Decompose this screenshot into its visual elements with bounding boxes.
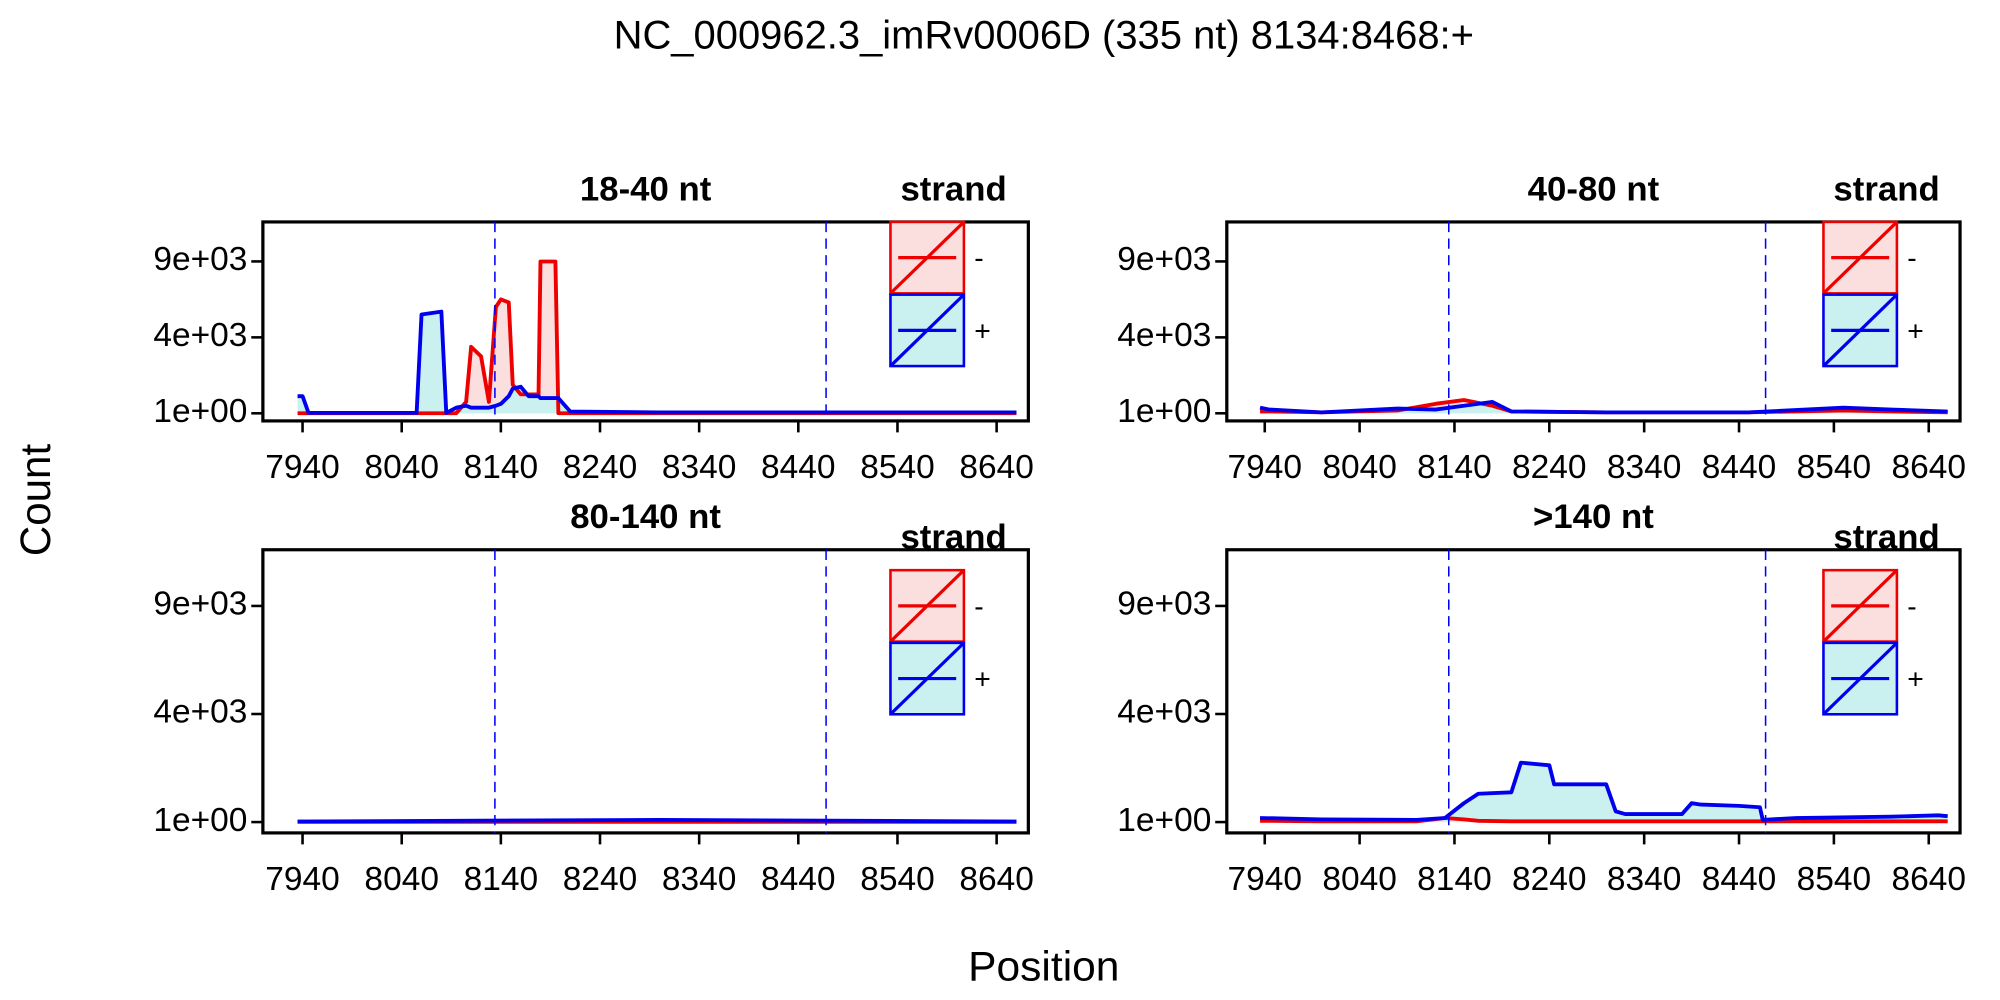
legend-label: - (974, 590, 983, 622)
plot-area (1259, 398, 1948, 415)
x-tick-label: 8440 (1702, 449, 1777, 486)
x-tick-label: 7940 (1227, 861, 1302, 898)
legend-title: strand (900, 519, 1006, 557)
plot-area (297, 817, 1017, 824)
area-fill (297, 311, 1017, 414)
x-tick-label: 8340 (1607, 861, 1682, 898)
y-tick-label: 9e+03 (1117, 586, 1211, 623)
panel-title: 40-80 nt (1528, 171, 1660, 209)
x-tick-label: 8340 (662, 449, 737, 486)
x-tick-label: 8040 (1322, 861, 1397, 898)
y-tick-label: 9e+03 (1117, 241, 1211, 278)
legend-label: + (1907, 663, 1924, 695)
x-tick-label: 7940 (1227, 449, 1302, 486)
x-tick-label: 8040 (1322, 449, 1397, 486)
plot-area (297, 259, 1017, 416)
legend-title: strand (900, 171, 1006, 209)
plot-area (1260, 760, 1948, 824)
legend-label: - (1907, 590, 1916, 622)
y-tick-label: 4e+03 (1117, 317, 1211, 354)
x-tick-label: 8540 (1797, 449, 1872, 486)
x-tick-label: 8540 (860, 449, 935, 486)
x-tick-label: 8140 (464, 449, 539, 486)
x-tick-label: 8140 (1417, 861, 1492, 898)
x-tick-label: 8340 (1607, 449, 1682, 486)
y-tick-label: 9e+03 (153, 241, 247, 278)
x-tick-label: 8640 (959, 861, 1034, 898)
figure-title: NC_000962.3_imRv0006D (335 nt) 8134:8468… (614, 14, 1474, 58)
x-tick-label: 8240 (563, 861, 638, 898)
x-tick-label: 8440 (761, 861, 836, 898)
legend-title: strand (1833, 171, 1939, 209)
area-fill (1260, 762, 1948, 823)
area-line (1260, 816, 1948, 824)
area-line (1259, 400, 1948, 415)
legend-label: + (974, 314, 991, 346)
x-tick-label: 8240 (563, 449, 638, 486)
legend-label: - (1907, 242, 1916, 274)
y-tick-label: 4e+03 (153, 694, 247, 731)
x-tick-label: 8640 (1891, 861, 1966, 898)
x-tick-label: 8240 (1512, 449, 1587, 486)
panel-title: >140 nt (1533, 498, 1654, 536)
panel: 1e+00 4e+03 9e+03 7940 8040 8140 8240 8340 8440 8… (153, 171, 1034, 487)
legend-label: - (974, 242, 983, 274)
x-tick-label: 7940 (265, 861, 340, 898)
x-tick-label: 8540 (1797, 861, 1872, 898)
x-tick-label: 8040 (364, 861, 439, 898)
x-tick-label: 8540 (860, 861, 935, 898)
x-tick-label: 8240 (1512, 861, 1587, 898)
area-fill (297, 261, 1017, 414)
y-tick-label: 1e+00 (153, 393, 247, 430)
y-tick-label: 9e+03 (153, 586, 247, 623)
y-axis-label: Count (12, 444, 59, 557)
x-tick-label: 8640 (1891, 449, 1966, 486)
legend-label: + (974, 663, 991, 695)
x-tick-label: 8340 (662, 861, 737, 898)
x-tick-label: 8040 (364, 449, 439, 486)
legend-label: + (1907, 314, 1924, 346)
panel: 1e+00 4e+03 9e+03 7940 8040 8140 8240 8340 8440 8… (153, 498, 1034, 898)
y-tick-label: 1e+00 (1117, 802, 1211, 839)
y-tick-label: 4e+03 (1117, 694, 1211, 731)
legend-title: strand (1833, 519, 1939, 557)
x-tick-label: 8440 (1702, 861, 1777, 898)
panel-title: 18-40 nt (580, 171, 712, 209)
panel: 1e+00 4e+03 9e+03 7940 8040 8140 8240 8340 8440 8… (1117, 498, 1966, 898)
x-tick-label: 8440 (761, 449, 836, 486)
x-axis-label: Position (968, 943, 1119, 990)
panel-title: 80-140 nt (570, 498, 721, 536)
x-tick-label: 7940 (265, 449, 340, 486)
x-tick-label: 8140 (464, 861, 539, 898)
y-tick-label: 4e+03 (153, 317, 247, 354)
y-tick-label: 1e+00 (1117, 393, 1211, 430)
area-line (1260, 760, 1948, 822)
x-tick-label: 8140 (1417, 449, 1492, 486)
x-tick-label: 8640 (959, 449, 1034, 486)
area-line (297, 309, 1017, 415)
y-tick-label: 1e+00 (153, 802, 247, 839)
area-line (297, 817, 1017, 824)
panel: 1e+00 4e+03 9e+03 7940 8040 8140 8240 8340 8440 8… (1117, 171, 1966, 487)
